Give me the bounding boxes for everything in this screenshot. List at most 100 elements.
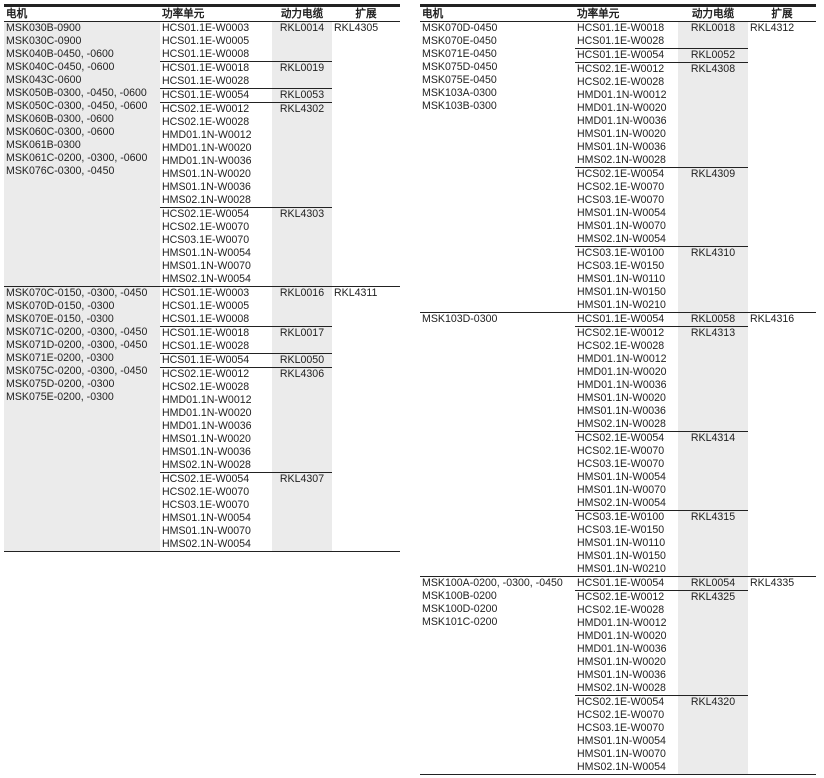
table-row: HCS02.1E-W0028 [4, 116, 400, 129]
power-unit-cell: HMD01.1N-W0036 [577, 379, 667, 391]
power-unit-cell: HMS01.1N-W0150 [577, 286, 666, 298]
motor-model: MSK070E-0150, -0300 [6, 313, 114, 325]
table-row: HMS01.1N-W0054 [4, 247, 400, 260]
table-row: HCS03.1E-W0070 [420, 722, 816, 735]
table-row: HCS03.1E-W0150 [420, 260, 816, 273]
power-unit-cell: HCS02.1E-W0070 [577, 445, 665, 457]
power-unit-cell: HMS02.1N-W0054 [575, 761, 678, 775]
power-cable-cell: RKL4313 [678, 326, 748, 432]
table-row: MSK030B-0900 MSK030C-0900 MSK040B-0450, -0… [4, 21, 400, 287]
table-row: HCS01.1E-W0005 [4, 35, 400, 48]
power-unit-cell: HCS03.1E-W0070 [162, 499, 250, 511]
power-unit-cell: HMS01.1N-W0070 [577, 220, 666, 232]
table-row: HCS02.1E-W0028 [420, 340, 816, 353]
power-unit-cell: HCS01.1E-W0054 [575, 312, 678, 327]
power-cable-cell: RKL0058 [678, 312, 748, 327]
table-row: HCS03.1E-W0070 [4, 234, 400, 247]
power-unit-cell: HMS01.1N-W0020 [162, 168, 251, 180]
table-row: HCS02.1E-W0012 RKL4302 [4, 102, 400, 208]
table-row: HCS02.1E-W0054 RKL4303 [4, 207, 400, 287]
motor-model: MSK071C-0200, -0300, -0450 [6, 326, 148, 338]
power-unit-cell: HCS03.1E-W0150 [577, 524, 665, 536]
power-unit-cell: HMS01.1N-W0036 [577, 405, 666, 417]
motor-cell: MSK030B-0900 MSK030C-0900 MSK040B-0450, -0… [4, 21, 160, 287]
power-unit-cell: HMS01.1N-W0036 [577, 669, 666, 681]
extension-cable-cell: RKL4305 [334, 22, 379, 34]
table-row: HCS01.1E-W0028 [4, 75, 400, 89]
table-row: HMS01.1N-W0020 [4, 433, 400, 446]
table-row: HMS01.1N-W0210 [420, 563, 816, 577]
header-motor: 电机 [420, 4, 575, 22]
table-row: HMS02.1N-W0054 [4, 273, 400, 287]
motor-model: MSK075E-0450 [422, 74, 497, 86]
table-row: HMS01.1N-W0020 [420, 392, 816, 405]
motor-model: MSK040C-0450, -0600 [6, 61, 115, 73]
power-unit-cell: HMS01.1N-W0210 [577, 299, 666, 311]
power-unit-cell: HCS02.1E-W0054 [575, 167, 678, 181]
power-unit-cell: HCS02.1E-W0070 [577, 181, 665, 193]
table-row: HMD01.1N-W0012 [420, 89, 816, 102]
table-row: HMD01.1N-W0020 [420, 102, 816, 115]
extension-cable-cell: RKL4335 [748, 576, 816, 775]
power-unit-cell: HCS02.1E-W0012 [575, 326, 678, 340]
power-unit-cell: HMS02.1N-W0028 [577, 154, 666, 166]
table-row: HMS02.1N-W0028 [420, 154, 816, 168]
table-row: HMD01.1N-W0012 [4, 394, 400, 407]
motor-model: MSK050C-0300, -0450, -0600 [6, 100, 148, 112]
power-cable-cell: RKL0053 [272, 88, 332, 103]
table-row: HMD01.1N-W0020 [420, 366, 816, 379]
power-unit-cell: HCS01.1E-W0028 [162, 340, 250, 352]
power-cable-cell: RKL4320 [678, 695, 748, 775]
table-row: HMS01.1N-W0070 [420, 484, 816, 497]
power-unit-cell: HMD01.1N-W0020 [162, 407, 252, 419]
motor-model: MSK100A-0200, -0300, -0450 [422, 577, 563, 589]
power-unit-cell: HCS02.1E-W0070 [577, 709, 665, 721]
power-cable-cell: RKL4310 [678, 246, 748, 313]
power-unit-cell: HMS01.1N-W0070 [577, 484, 666, 496]
motor-model: MSK061B-0300 [6, 139, 81, 151]
table-row: HMD01.1N-W0020 [4, 407, 400, 420]
motor-model: MSK070D-0450 [422, 22, 498, 34]
motor-model: MSK070E-0450 [422, 35, 497, 47]
table-row: HCS03.1E-W0070 [420, 194, 816, 207]
power-unit-cell: HMS01.1N-W0110 [577, 537, 666, 549]
motor-compatibility-table-left: 电机 功率单元 动力电缆 扩展 MSK030B-0900 MSK030C-0900… [4, 4, 400, 552]
power-unit-cell: HMS01.1N-W0036 [577, 141, 666, 153]
motor-model: MSK061C-0200, -0300, -0600 [6, 152, 148, 164]
table-row: HMD01.1N-W0036 [4, 420, 400, 433]
power-unit-cell: HCS01.1E-W0018 [160, 326, 272, 340]
power-unit-cell: HMD01.1N-W0036 [162, 155, 252, 167]
power-unit-cell: HMD01.1N-W0020 [577, 366, 667, 378]
table-row: HMS01.1N-W0110 [420, 537, 816, 550]
table-row: HMD01.1N-W0020 [4, 142, 400, 155]
power-unit-cell: HMD01.1N-W0012 [577, 617, 667, 629]
power-unit-cell: HCS03.1E-W0100 [575, 246, 678, 260]
table-row: MSK103D-0300 HCS01.1E-W0054 RKL0058 RKL4316 [420, 312, 816, 577]
table-row: HCS02.1E-W0054 RKL4309 [420, 167, 816, 247]
table-row: HCS02.1E-W0054 RKL4320 [420, 695, 816, 775]
table-row: HCS01.1E-W0008 [4, 48, 400, 62]
power-unit-cell: HMS02.1N-W0028 [577, 418, 666, 430]
motor-model: MSK076C-0300, -0450 [6, 165, 115, 177]
power-unit-cell: HCS01.1E-W0003 [162, 22, 250, 34]
table-row: HMS01.1N-W0036 [420, 405, 816, 418]
table-row: HMS01.1N-W0036 [420, 141, 816, 154]
table-row: HMS01.1N-W0070 [420, 748, 816, 761]
extension-cable-cell: RKL4316 [748, 312, 816, 577]
table-row: HCS01.1E-W0005 [4, 300, 400, 313]
motor-model: MSK101C-0200 [422, 616, 498, 628]
power-cable-cell: RKL0054 [678, 576, 748, 591]
power-cable-cell: RKL0052 [678, 48, 748, 63]
power-unit-cell: HCS02.1E-W0054 [160, 207, 272, 221]
power-unit-cell: HCS02.1E-W0028 [577, 76, 665, 88]
motor-model: MSK050B-0300, -0450, -0600 [6, 87, 147, 99]
motor-model: MSK103A-0300 [422, 87, 497, 99]
power-unit-cell: HMS01.1N-W0036 [162, 446, 251, 458]
motor-cell: MSK103D-0300 [420, 312, 575, 577]
table-row: HMS02.1N-W0054 [420, 497, 816, 511]
power-cable-cell: RKL0017 [272, 326, 332, 354]
power-cable-cell: RKL4307 [272, 472, 332, 552]
motor-model: MSK075E-0200, -0300 [6, 391, 114, 403]
power-cable-cell: RKL4303 [272, 207, 332, 287]
table-row: HMS01.1N-W0110 [420, 273, 816, 286]
